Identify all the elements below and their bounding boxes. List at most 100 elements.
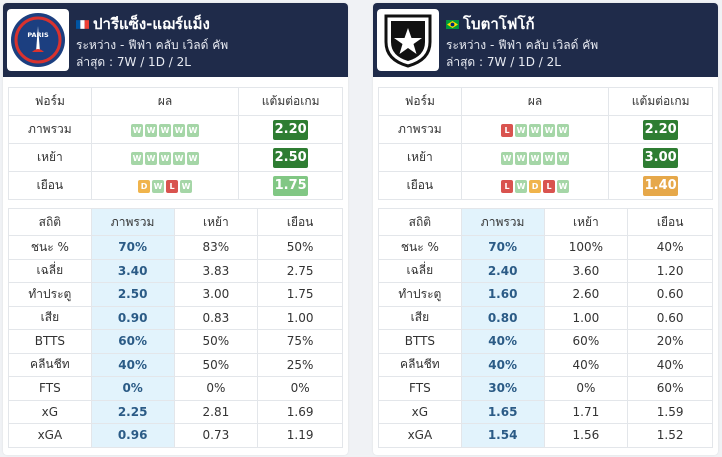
result-chip-l: L [501, 179, 514, 193]
stat-overall-value: 40% [460, 329, 545, 354]
stat-home-value: 60% [543, 329, 629, 354]
stats-row: BTTS 60% 50% 75% [8, 329, 343, 354]
stat-label: FTS [8, 376, 92, 401]
stats-row: FTS 30% 0% 60% [378, 376, 713, 401]
result-chip-w: W [145, 151, 158, 165]
psg-logo-icon[interactable]: PARIS [7, 9, 69, 71]
stat-home-value: 1.00 [543, 305, 629, 330]
overall-header: ภาพรวม [460, 208, 545, 236]
result-chip-l: L [543, 179, 556, 193]
stat-overall-value: 70% [90, 235, 175, 260]
result-chip-w: W [131, 123, 144, 137]
form-row-label: ภาพรวม [8, 115, 92, 144]
form-row-label: เหย้า [378, 143, 462, 172]
stat-overall-value: 0.90 [90, 305, 175, 330]
stat-label: BTTS [8, 329, 92, 354]
stat-away-value: 2.75 [257, 258, 343, 283]
stat-away-value: 1.20 [627, 258, 713, 283]
ppg-badge: 2.50 [273, 147, 309, 168]
ppg-header: แต้มต่อเกม [608, 87, 713, 116]
stat-overall-value: 0.96 [90, 423, 175, 448]
team-card-psg: PARIS ปารีแซ็ง-แฌร์แม็ง ระหว่าง - ฟีฟ่า … [3, 3, 348, 455]
result-chip-w: W [180, 179, 193, 193]
result-chip-w: W [159, 151, 172, 165]
result-chip-d: D [138, 179, 151, 193]
results-header: ผล [90, 87, 240, 116]
stat-home-value: 83% [173, 235, 259, 260]
form-header: ฟอร์ม [378, 87, 462, 116]
result-chip-w: W [152, 179, 165, 193]
ppg-badge: 2.20 [273, 119, 309, 140]
stat-overall-value: 0% [90, 376, 175, 401]
result-chip-w: W [515, 151, 528, 165]
stat-away-value: 1.52 [627, 423, 713, 448]
form-row-label: เยือน [378, 171, 462, 200]
ppg-badge: 1.40 [643, 175, 679, 196]
stats-table: สถิติ ภาพรวม เหย้า เยือน ชนะ % 70% 83% 50% เ… [8, 208, 343, 448]
ppg-badge: 3.00 [643, 147, 679, 168]
stats-row: เฉลี่ย 2.40 3.60 1.20 [378, 258, 713, 283]
stats-row: xGA 1.54 1.56 1.52 [378, 423, 713, 448]
competition-subtitle: ระหว่าง - ฟีฟ่า คลับ เวิลด์ คัพ [446, 38, 599, 52]
result-chip-w: W [173, 123, 186, 137]
stat-away-value: 1.75 [257, 282, 343, 307]
stat-home-value: 3.60 [543, 258, 629, 283]
stat-overall-value: 1.54 [460, 423, 545, 448]
stat-home-value: 40% [543, 352, 629, 377]
stat-overall-value: 2.50 [90, 282, 175, 307]
stat-home-value: 1.71 [543, 399, 629, 424]
stat-away-value: 60% [627, 376, 713, 401]
stats-row: BTTS 40% 60% 20% [378, 329, 713, 354]
stat-home-value: 1.56 [543, 423, 629, 448]
stat-label: ทำประตู [8, 282, 92, 307]
stats-row: xGA 0.96 0.73 1.19 [8, 423, 343, 448]
team-name[interactable]: ปารีแซ็ง-แฌร์แม็ง [76, 12, 210, 36]
stat-away-value: 20% [627, 329, 713, 354]
stat-label: xGA [378, 423, 462, 448]
stat-label: ชนะ % [8, 235, 92, 260]
ppg-badge: 2.20 [643, 119, 679, 140]
stat-away-value: 1.00 [257, 305, 343, 330]
stats-row: คลีนชีท 40% 50% 25% [8, 352, 343, 377]
team-name-text[interactable]: โบตาโฟโก้ [463, 15, 535, 33]
result-chip-d: D [529, 179, 542, 193]
stats-row: xG 1.65 1.71 1.59 [378, 399, 713, 424]
stat-label: เสีย [8, 305, 92, 330]
stat-label: BTTS [378, 329, 462, 354]
botafogo-logo-icon[interactable] [377, 9, 439, 71]
stat-home-value: 2.81 [173, 399, 259, 424]
stat-home-value: 100% [543, 235, 629, 260]
team-name[interactable]: โบตาโฟโก้ [446, 12, 535, 36]
stat-label: เฉลี่ย [378, 258, 462, 283]
stat-label: xGA [8, 423, 92, 448]
competition-subtitle: ระหว่าง - ฟีฟ่า คลับ เวิลด์ คัพ [76, 38, 229, 52]
stat-overall-value: 2.25 [90, 399, 175, 424]
stat-label: xG [8, 399, 92, 424]
stats-header: สถิติ [378, 208, 462, 236]
result-chip-w: W [529, 123, 542, 137]
stat-away-value: 50% [257, 235, 343, 260]
stat-label: ชนะ % [378, 235, 462, 260]
result-chip-w: W [515, 123, 528, 137]
form-row-label: ภาพรวม [378, 115, 462, 144]
stats-row: ทำประตู 1.60 2.60 0.60 [378, 282, 713, 307]
stat-home-value: 50% [173, 329, 259, 354]
stat-home-value: 3.00 [173, 282, 259, 307]
stat-away-value: 1.69 [257, 399, 343, 424]
result-chip-w: W [557, 123, 570, 137]
stat-overall-value: 60% [90, 329, 175, 354]
team-name-text[interactable]: ปารีแซ็ง-แฌร์แม็ง [93, 15, 210, 33]
stats-row: เฉลี่ย 3.40 3.83 2.75 [8, 258, 343, 283]
france-flag-icon [76, 19, 89, 29]
stat-away-value: 0.60 [627, 305, 713, 330]
result-chip-w: W [543, 123, 556, 137]
result-chip-w: W [131, 151, 144, 165]
stat-away-value: 75% [257, 329, 343, 354]
